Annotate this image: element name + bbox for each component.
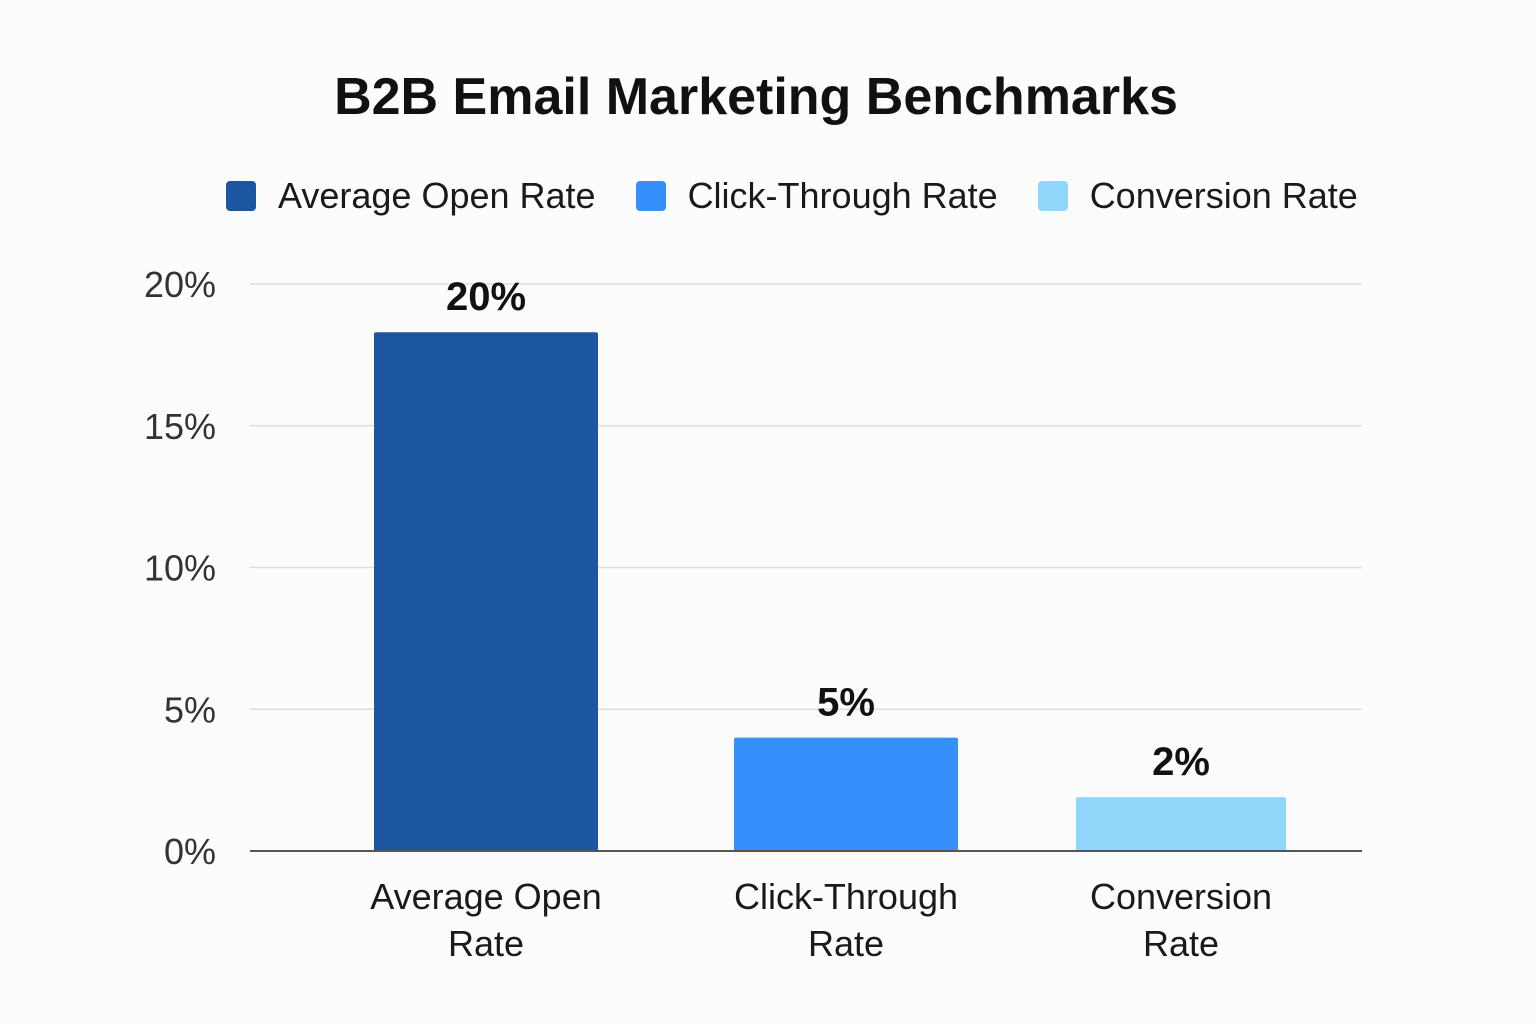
x-category-label: Rate: [808, 923, 884, 964]
legend-label: Click-Through Rate: [687, 175, 998, 216]
legend-label: Average Open Rate: [278, 175, 596, 216]
y-tick-label: 10%: [144, 548, 216, 589]
value-label: 5%: [817, 681, 875, 725]
legend: Average Open Rate Click-Through Rate Conve…: [226, 170, 1398, 222]
bar-3: [1076, 797, 1286, 851]
value-label: 20%: [446, 275, 526, 319]
x-category-label: Average Open: [370, 876, 602, 917]
bar-1: [374, 332, 598, 851]
legend-swatch: [635, 181, 666, 211]
x-category-label: Rate: [448, 923, 524, 964]
legend-item-2: Click-Through Rate: [635, 175, 998, 217]
x-category-label: Rate: [1143, 923, 1219, 964]
chart-title: B2B Email Marketing Benchmarks: [334, 68, 1178, 126]
y-tick-label: 20%: [144, 264, 216, 305]
y-tick-label: 5%: [164, 689, 216, 730]
legend-swatch: [226, 181, 256, 211]
legend-item-1: Average Open Rate: [226, 175, 596, 217]
x-category-label: Conversion: [1090, 876, 1272, 917]
legend-item-3: Conversion Rate: [1037, 175, 1358, 217]
y-tick-label: 15%: [144, 406, 216, 447]
legend-swatch: [1037, 181, 1068, 211]
value-label: 2%: [1152, 740, 1210, 784]
bar-2: [734, 737, 958, 851]
y-tick-label: 0%: [164, 831, 216, 872]
legend-label: Conversion Rate: [1089, 175, 1358, 216]
x-category-label: Click-Through: [734, 876, 958, 917]
